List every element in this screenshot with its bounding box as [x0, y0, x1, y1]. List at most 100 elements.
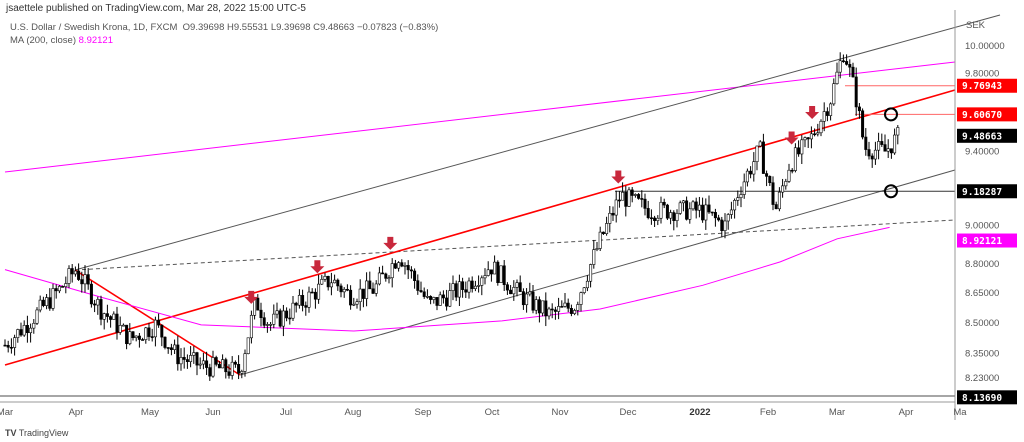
candle-body: [38, 299, 42, 311]
candle-body: [489, 269, 493, 275]
candle-body: [793, 147, 797, 171]
candle-body: [115, 313, 119, 333]
candle-body: [781, 185, 785, 193]
candle-body: [288, 317, 292, 320]
candle-body: [797, 147, 801, 155]
candle-body: [22, 325, 26, 336]
x-tick-label: Sep: [415, 407, 432, 418]
candle-body: [729, 209, 733, 215]
y-tick-label: 9.40000: [965, 146, 999, 157]
candle-body: [163, 336, 167, 348]
candle-body: [301, 295, 305, 306]
candle-body: [329, 282, 333, 288]
candle-body: [755, 145, 759, 162]
candle-body: [281, 310, 285, 327]
y-tick-label: 10.00000: [965, 41, 1005, 52]
candle-body: [387, 277, 391, 280]
candle-body: [896, 127, 900, 136]
candle-body: [112, 313, 116, 320]
candle-body: [141, 339, 145, 341]
candle-body: [518, 282, 522, 292]
candle-body: [57, 286, 61, 292]
x-tick-label: 2022: [689, 407, 710, 418]
candle-body: [230, 361, 234, 376]
candle-body: [381, 272, 385, 275]
candle-body: [25, 325, 29, 334]
candle-body: [630, 189, 634, 196]
candle-body: [109, 316, 113, 320]
candle-body: [723, 220, 727, 231]
candle-body: [61, 286, 65, 288]
x-tick-label: Apr: [69, 407, 84, 418]
candle-body: [416, 280, 420, 291]
candle-body: [585, 280, 589, 289]
candle-body: [214, 357, 218, 365]
candle-body: [105, 313, 109, 317]
candle-body: [774, 204, 778, 210]
candle-body: [544, 300, 548, 317]
price-tag: [957, 390, 1017, 405]
candle-body: [893, 134, 897, 154]
candle-body: [653, 217, 657, 221]
down-arrow-icon: [611, 170, 626, 184]
candle-body: [297, 295, 301, 306]
target-circle: [884, 107, 898, 122]
candle-body: [803, 137, 807, 141]
publisher-line: jsaettele published on TradingView.com, …: [6, 3, 306, 14]
candle-body: [710, 211, 714, 214]
candle-body: [493, 261, 497, 275]
candle-body: [717, 217, 721, 221]
candle-body: [265, 324, 269, 326]
candle-body: [19, 329, 23, 336]
candle-body: [752, 161, 756, 175]
y-tick-label: 8.23000: [965, 373, 999, 384]
candle-body: [582, 287, 586, 293]
down-arrow-icon: [805, 105, 820, 119]
candle-body: [809, 133, 813, 140]
candle-body: [246, 337, 250, 354]
candle-body: [413, 270, 417, 281]
candle-body: [118, 325, 122, 333]
candle-body: [541, 300, 545, 314]
candle-body: [285, 310, 289, 319]
red-trendline: [4, 89, 956, 366]
x-tick-label: Oct: [485, 407, 500, 418]
candle-body: [889, 148, 893, 154]
candle-body: [371, 288, 375, 294]
candle-body: [592, 249, 596, 265]
candle-body: [13, 337, 17, 348]
x-tick-label: Nov: [552, 407, 569, 418]
candle-body: [176, 344, 180, 365]
candle-body: [320, 279, 324, 285]
candle-body: [835, 71, 839, 84]
candle-body: [784, 181, 788, 187]
price-tag-label: 9.76943: [962, 81, 1002, 92]
candle-body: [326, 275, 330, 288]
price-tag: [957, 184, 1017, 199]
candle-body: [435, 297, 439, 306]
ma-upper-trendline: [4, 61, 956, 173]
candle-body: [832, 83, 836, 105]
candle-body: [249, 314, 253, 339]
candle-body: [419, 290, 423, 293]
y-tick-label: 8.50000: [965, 318, 999, 329]
candle-body: [313, 291, 317, 300]
price-tag-label: 9.60670: [962, 110, 1002, 121]
candle-body: [121, 324, 125, 327]
tradingview-logo: TV TradingView: [5, 428, 69, 438]
candle-body: [675, 213, 679, 221]
candle-body: [649, 217, 653, 220]
candle-body: [467, 280, 471, 293]
candle-body: [182, 357, 186, 360]
candle-body: [557, 306, 561, 312]
x-tick-label: Mar: [829, 407, 845, 418]
candle-body: [829, 103, 833, 116]
candle-body: [102, 313, 106, 320]
candle-body: [198, 363, 202, 366]
ma-value: 8.92121: [78, 35, 113, 46]
candle-body: [822, 111, 826, 122]
candle-body: [857, 106, 861, 112]
candle-body: [678, 202, 682, 214]
candle-body: [515, 282, 519, 288]
